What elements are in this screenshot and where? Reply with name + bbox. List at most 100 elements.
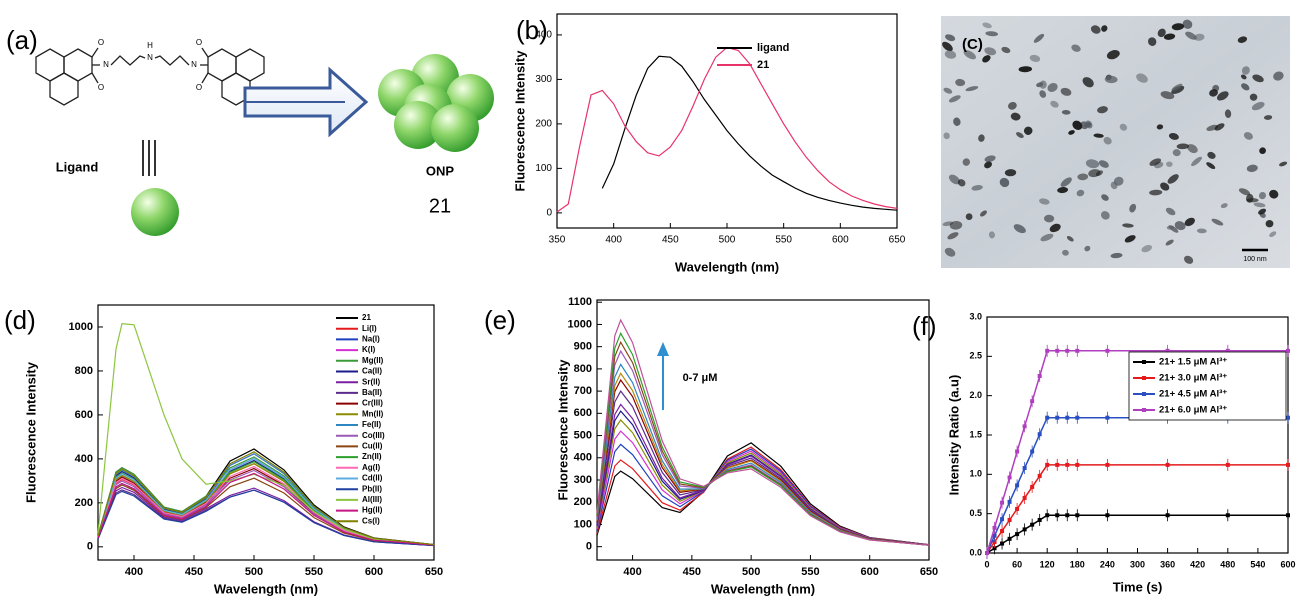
particle	[978, 134, 985, 142]
particle	[1018, 66, 1033, 73]
particle	[1253, 202, 1266, 208]
nanoparticle	[131, 188, 179, 236]
x-tick-label: 420	[1190, 559, 1205, 569]
y-tick-label: 200	[75, 497, 93, 509]
legend-label: Mn(II)	[362, 409, 384, 418]
x-axis-label: Wavelength (nm)	[711, 581, 815, 596]
marker	[1037, 432, 1042, 437]
marker	[1105, 462, 1110, 467]
particle	[1044, 214, 1055, 223]
particle	[948, 174, 961, 185]
particle	[1071, 44, 1081, 52]
y-tick-label: 0	[586, 541, 592, 553]
marker	[1015, 483, 1020, 488]
y-axis-label: Fluorescence Intensity	[23, 361, 38, 503]
particle	[1082, 77, 1094, 88]
marker	[1075, 513, 1080, 518]
particle	[1039, 198, 1050, 205]
chart: 400 450 500 550 600 650 0 100 200 300 400 500 600 700…	[484, 296, 938, 596]
marker	[1105, 348, 1110, 353]
y-tick-label: 100	[574, 518, 592, 530]
marker	[1065, 415, 1070, 420]
marker	[1000, 500, 1005, 505]
particle	[962, 158, 971, 166]
y-tick-label: 0.5	[969, 508, 982, 518]
particle	[999, 177, 1010, 188]
particle	[1101, 25, 1108, 32]
particle	[1090, 25, 1101, 34]
particle	[1103, 136, 1112, 145]
legend-label: Ca(II)	[362, 367, 382, 376]
legend-label: Ag(I)	[362, 463, 381, 472]
legend-box	[1128, 351, 1287, 421]
particle	[944, 50, 957, 59]
y-tick-label: 500	[574, 429, 592, 441]
particle	[1211, 218, 1224, 226]
particle	[1207, 151, 1216, 159]
particle	[1163, 33, 1176, 40]
particle	[1220, 203, 1228, 209]
particle	[943, 87, 953, 94]
legend-label: ligand	[757, 42, 789, 54]
legend-marker	[1142, 376, 1146, 380]
particle	[1171, 23, 1185, 31]
particle	[1062, 249, 1069, 256]
marker	[985, 551, 989, 555]
chart: 400 450 500 550 600 650 0 200 400 600 800 1000 (d) Wa…	[4, 304, 443, 596]
panel-label: (f)	[912, 311, 937, 341]
particle	[984, 161, 992, 169]
x-tick-label: 500	[245, 566, 263, 578]
particle	[982, 55, 991, 63]
marker	[1000, 517, 1005, 522]
marker	[1022, 424, 1027, 429]
particle	[1165, 239, 1174, 246]
x-tick-label: 240	[1100, 559, 1115, 569]
particle	[1191, 156, 1202, 167]
x-tick-label: 360	[1160, 559, 1175, 569]
particle	[1246, 164, 1258, 172]
particle	[1072, 120, 1083, 130]
marker	[1286, 348, 1290, 353]
x-tick-label: 600	[861, 566, 879, 578]
scheme: (a) Ligand ONP 21 O	[6, 25, 494, 236]
particle	[949, 221, 963, 230]
y-tick-label: 1.5	[969, 429, 982, 439]
particle	[1187, 144, 1198, 154]
marker	[992, 546, 997, 551]
marker	[1015, 506, 1020, 511]
aggregate	[378, 54, 494, 152]
legend-label: 21+ 3.0 μM Al³⁺	[1159, 373, 1227, 384]
x-tick-label: 650	[920, 566, 938, 578]
atom-label: H	[147, 41, 153, 50]
y-tick-label: 300	[574, 474, 592, 486]
marker	[1022, 527, 1027, 532]
y-tick-label: 1000	[568, 318, 592, 330]
particle	[1157, 28, 1166, 38]
marker	[1165, 462, 1170, 467]
x-tick-label: 550	[801, 566, 819, 578]
marker	[1015, 449, 1020, 454]
x-tick-label: 550	[775, 235, 792, 246]
particle	[1085, 120, 1093, 129]
marker	[1007, 517, 1012, 522]
x-axis-label: Wavelength (nm)	[214, 581, 318, 596]
x-tick-label: 0	[984, 559, 989, 569]
series-line	[97, 472, 435, 546]
marker	[1037, 374, 1042, 378]
series-line	[596, 318, 930, 546]
y-tick-label: 1100	[568, 296, 592, 308]
particle	[955, 78, 966, 87]
particle	[988, 231, 995, 239]
series-line	[97, 323, 435, 546]
ligand-label: Ligand	[56, 159, 99, 174]
series-line	[986, 514, 1288, 554]
particle	[957, 179, 966, 187]
particle	[965, 86, 979, 92]
marker	[1075, 462, 1080, 467]
series-line	[97, 451, 435, 546]
marker	[1105, 513, 1110, 518]
y-tick-label: 3.0	[969, 311, 982, 321]
particle	[1252, 74, 1264, 83]
y-tick-label: 600	[574, 407, 592, 419]
